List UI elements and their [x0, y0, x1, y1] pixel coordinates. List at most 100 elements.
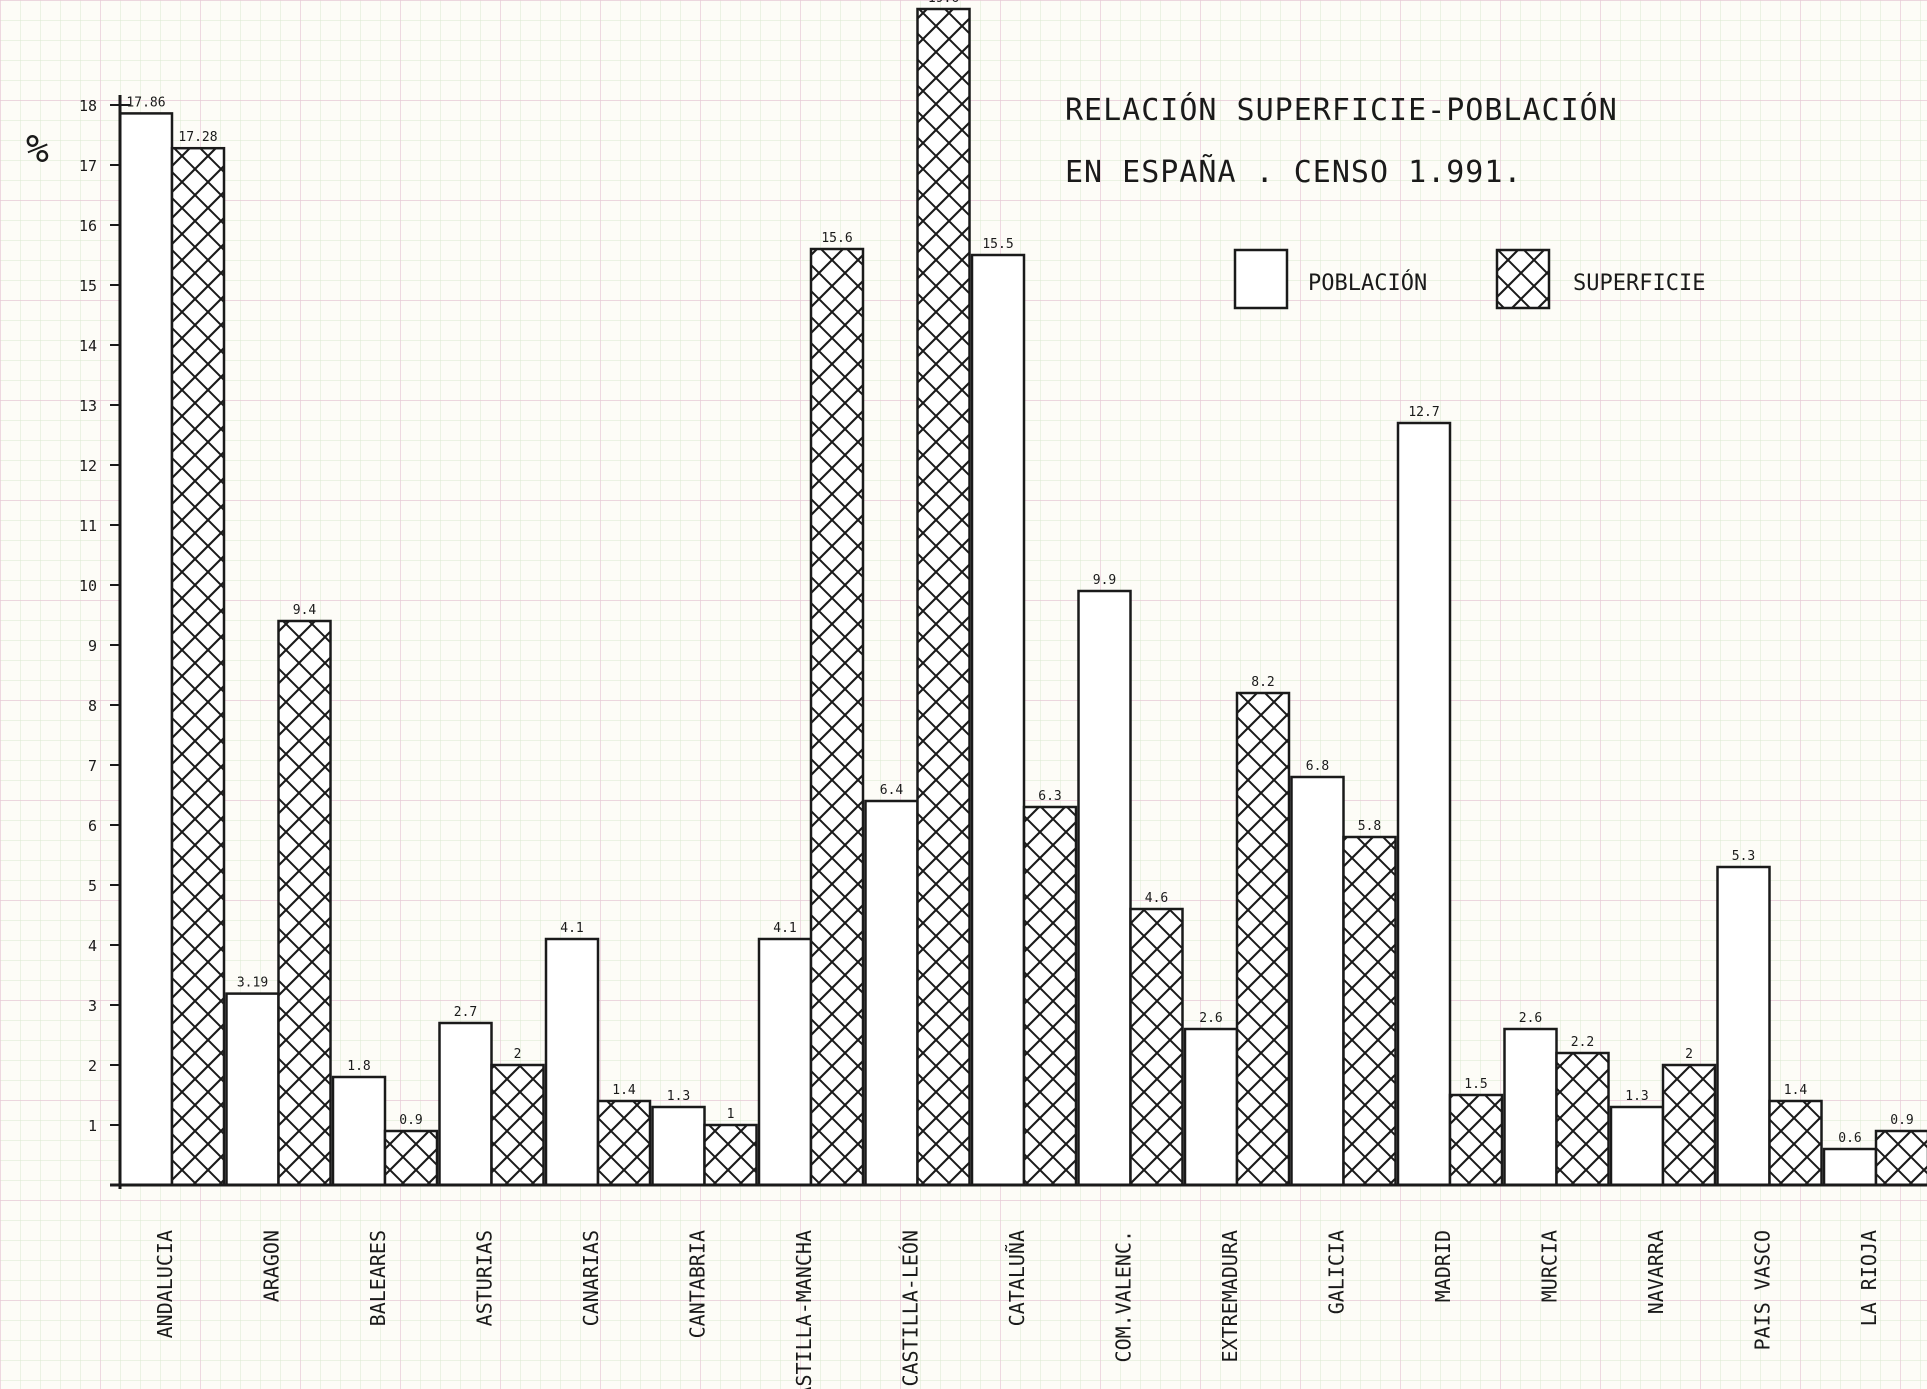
bar-poblacion-murcia — [1503, 1027, 1558, 1187]
y-tick-label-18: 18 — [79, 97, 97, 115]
y-tick-label-5: 5 — [88, 877, 97, 895]
category-label-castilla-leon: CASTILLA-LEÓN — [899, 1230, 923, 1387]
category-label-navarra: NAVARRA — [1644, 1230, 1668, 1314]
data-labels-layer: 17.86 17.28 3.19 9.4 1.8 0.9 2.7 2 4.1 1.4 1.3 1 4.1… — [126, 0, 1913, 1146]
bar-superficie-murcia — [1555, 1051, 1610, 1187]
bars-layer — [118, 7, 1927, 1187]
y-tick-label-13: 13 — [79, 397, 97, 415]
value-label-superficie-canarias: 1.4 — [612, 1083, 636, 1098]
legend-swatch-superficie — [1495, 248, 1551, 310]
y-tick-label-7: 7 — [88, 757, 97, 775]
value-label-poblacion-madrid: 12.7 — [1408, 405, 1439, 420]
legend: POBLACIÓN SUPERFICIE — [1233, 248, 1705, 310]
bar-superficie-aragon — [277, 619, 332, 1187]
bar-poblacion-cataluna — [970, 253, 1026, 1187]
bar-superficie-extremadura — [1235, 691, 1291, 1187]
value-label-superficie-baleares: 0.9 — [399, 1113, 422, 1128]
y-tick-label-3: 3 — [88, 997, 97, 1015]
y-tick-label-11: 11 — [79, 517, 97, 535]
y-tick-label-9: 9 — [88, 637, 97, 655]
bar-superficie-com-valenc — [1129, 907, 1184, 1187]
bar-poblacion-canarias — [544, 937, 600, 1187]
chart-subtitle: EN ESPAÑA . CENSO 1.991. — [1065, 154, 1522, 190]
bar-superficie-cantabria — [703, 1123, 758, 1187]
category-label-extremadura: EXTREMADURA — [1218, 1230, 1242, 1362]
value-label-superficie-murcia: 2.2 — [1571, 1035, 1594, 1050]
value-label-poblacion-la-rioja: 0.6 — [1838, 1131, 1861, 1146]
category-label-baleares: BALEARES — [366, 1230, 390, 1326]
bar-superficie-madrid — [1448, 1093, 1504, 1187]
y-tick-label-15: 15 — [79, 277, 97, 295]
value-label-superficie-castilla-mancha: 15.6 — [821, 231, 852, 246]
bar-poblacion-navarra — [1609, 1105, 1665, 1187]
value-label-superficie-la-rioja: 0.9 — [1890, 1113, 1913, 1128]
y-tick-label-4: 4 — [88, 937, 97, 955]
bar-superficie-castilla-mancha — [809, 247, 865, 1187]
value-label-poblacion-murcia: 2.6 — [1519, 1011, 1542, 1026]
legend-label-poblacion: POBLACIÓN — [1308, 270, 1427, 296]
bar-poblacion-baleares — [331, 1075, 387, 1187]
category-label-andalucia: ANDALUCIA — [153, 1230, 177, 1338]
value-label-poblacion-com-valenc: 9.9 — [1093, 573, 1116, 588]
legend-swatch-poblacion — [1233, 248, 1289, 310]
value-label-superficie-madrid: 1.5 — [1464, 1077, 1487, 1092]
value-label-poblacion-baleares: 1.8 — [347, 1059, 370, 1074]
category-label-cantabria: CANTABRIA — [686, 1230, 710, 1338]
legend-label-superficie: SUPERFICIE — [1573, 271, 1705, 296]
value-label-poblacion-aragon: 3.19 — [237, 976, 268, 991]
bar-poblacion-castilla-leon — [864, 799, 919, 1187]
value-label-poblacion-extremadura: 2.6 — [1199, 1011, 1222, 1026]
category-label-la-rioja: LA RIOJA — [1857, 1230, 1881, 1326]
bar-poblacion-cantabria — [651, 1105, 706, 1187]
value-label-superficie-com-valenc: 4.6 — [1145, 891, 1168, 906]
category-label-madrid: MADRID — [1431, 1230, 1455, 1302]
value-label-poblacion-andalucia: 17.86 — [126, 95, 165, 110]
bar-superficie-la-rioja — [1874, 1129, 1927, 1187]
bar-superficie-andalucia — [170, 146, 226, 1187]
value-label-superficie-castilla-leon: 19.6 — [928, 0, 959, 6]
category-label-aragon: ARAGON — [260, 1230, 284, 1302]
category-label-com-valenc: COM.VALENC. — [1112, 1230, 1136, 1362]
value-label-superficie-andalucia: 17.28 — [178, 130, 217, 145]
bar-poblacion-pais-vasco — [1716, 865, 1771, 1187]
value-label-superficie-galicia: 5.8 — [1358, 819, 1381, 834]
category-labels-layer: ANDALUCIA ARAGON BALEARES ASTURIAS CANARIAS C… — [153, 1230, 1881, 1389]
bar-superficie-castilla-leon — [916, 7, 971, 1187]
y-tick-label-10: 10 — [79, 577, 97, 595]
category-label-cataluna: CATALUÑA — [1005, 1230, 1029, 1326]
category-label-murcia: MURCIA — [1538, 1230, 1562, 1302]
value-label-superficie-extremadura: 8.2 — [1251, 675, 1274, 690]
bar-poblacion-madrid — [1396, 421, 1452, 1187]
value-label-superficie-cataluna: 6.3 — [1038, 789, 1061, 804]
y-tick-label-6: 6 — [88, 817, 97, 835]
value-label-poblacion-castilla-leon: 6.4 — [880, 783, 904, 798]
y-tick-label-12: 12 — [79, 457, 97, 475]
bar-poblacion-aragon — [225, 992, 280, 1187]
y-axis-label: % — [26, 127, 49, 171]
value-label-poblacion-cataluna: 15.5 — [982, 237, 1013, 252]
y-tick-label-8: 8 — [88, 697, 97, 715]
value-label-poblacion-canarias: 4.1 — [560, 921, 583, 936]
value-label-poblacion-pais-vasco: 5.3 — [1732, 849, 1755, 864]
value-label-poblacion-cantabria: 1.3 — [667, 1089, 690, 1104]
bar-poblacion-com-valenc — [1077, 589, 1132, 1187]
value-label-poblacion-navarra: 1.3 — [1625, 1089, 1648, 1104]
bar-poblacion-la-rioja — [1822, 1147, 1878, 1187]
value-label-poblacion-asturias: 2.7 — [454, 1005, 477, 1020]
category-label-asturias: ASTURIAS — [473, 1230, 497, 1326]
value-label-poblacion-castilla-mancha: 4.1 — [773, 921, 796, 936]
y-tick-label-1: 1 — [88, 1117, 97, 1135]
category-label-castilla-mancha: CASTILLA-MANCHA — [792, 1230, 816, 1389]
value-label-poblacion-galicia: 6.8 — [1306, 759, 1329, 774]
bar-superficie-galicia — [1342, 835, 1397, 1187]
bar-poblacion-galicia — [1290, 775, 1345, 1187]
bar-superficie-canarias — [596, 1099, 652, 1187]
value-label-superficie-navarra: 2 — [1685, 1047, 1693, 1062]
y-tick-label-16: 16 — [79, 217, 97, 235]
bar-poblacion-andalucia — [118, 112, 174, 1187]
bar-superficie-baleares — [383, 1129, 439, 1187]
chart-title: RELACIÓN SUPERFICIE-POBLACIÓN — [1065, 91, 1618, 128]
category-label-galicia: GALICIA — [1325, 1230, 1349, 1314]
bar-superficie-navarra — [1661, 1063, 1717, 1187]
category-label-pais-vasco: PAIS VASCO — [1751, 1230, 1775, 1350]
